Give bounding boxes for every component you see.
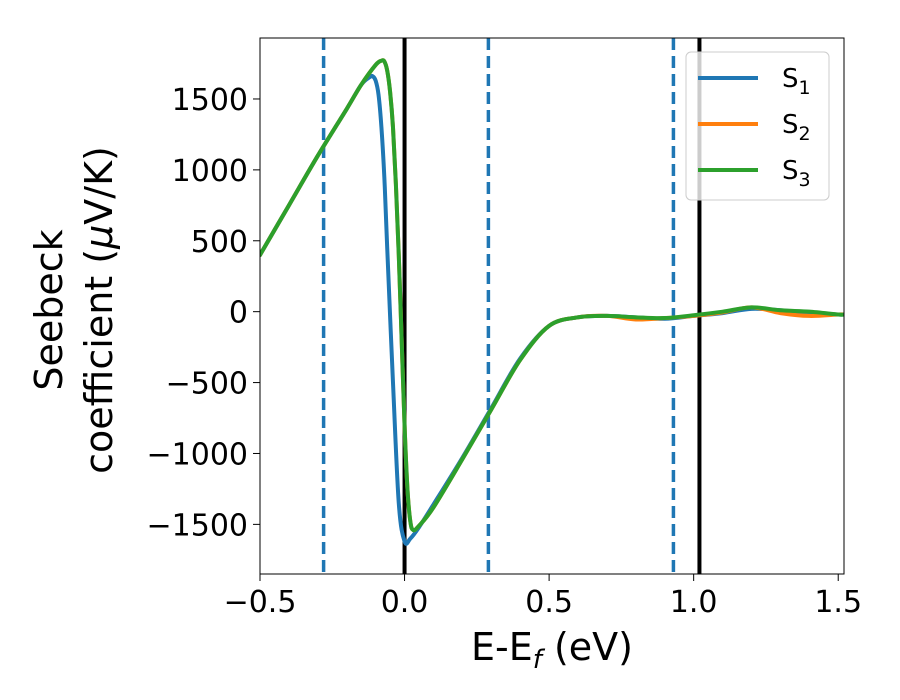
x-tick-label: 0.5 <box>525 585 573 620</box>
legend-label-s1: S1 <box>782 64 811 99</box>
y-axis-label-mu: μ <box>77 225 121 250</box>
x-tick-label: −0.5 <box>224 585 297 620</box>
x-tick-label: 1.5 <box>814 585 862 620</box>
y-axis-label-line1: Seebeck <box>27 229 71 390</box>
series-lines <box>260 58 844 546</box>
y-tick-label: −500 <box>166 367 248 402</box>
y-tick-label: 1500 <box>172 83 248 118</box>
y-axis-ticks: −1500 −1000 −500 0 500 1000 1500 <box>147 83 260 543</box>
legend-items: S1 S2 S3 <box>698 64 811 191</box>
x-tick-label: 0.0 <box>381 585 429 620</box>
y-tick-label: 500 <box>191 225 248 260</box>
x-tick-label: 1.0 <box>670 585 718 620</box>
y-axis-label-unit: V/K) <box>77 146 121 225</box>
legend-label-s3: S3 <box>782 156 811 191</box>
series-line-s3 <box>260 58 844 533</box>
legend-label-s2: S2 <box>782 110 811 145</box>
x-axis-label-suffix: (eV) <box>542 625 633 669</box>
plot-frame <box>259 37 845 575</box>
y-axis-label-line2: coefficient (μV/K) <box>77 146 121 474</box>
y-axis-label: Seebeck coefficient (μV/K) <box>27 146 121 474</box>
y-tick-label: 1000 <box>172 154 248 189</box>
y-tick-label: 0 <box>229 296 248 331</box>
x-axis-label: E-Ef (eV) <box>471 625 633 675</box>
x-axis-ticks: −0.5 0.0 0.5 1.0 1.5 <box>224 574 862 620</box>
legend: S1 S2 S3 <box>685 51 830 201</box>
y-tick-label: −1500 <box>147 508 248 543</box>
y-tick-label: −1000 <box>147 437 248 472</box>
